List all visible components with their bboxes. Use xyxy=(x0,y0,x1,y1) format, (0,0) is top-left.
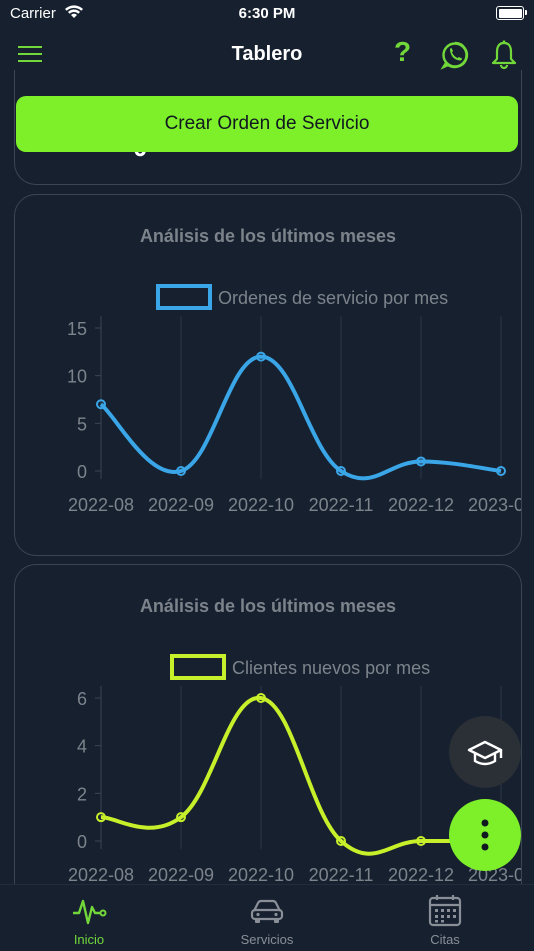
x-tick-label: 2022-08 xyxy=(68,495,134,515)
orders-line-chart: Análisis de los últimos meses Ordenes de … xyxy=(67,226,521,515)
y-tick-label: 0 xyxy=(77,832,87,852)
calendar-icon xyxy=(428,895,462,927)
whatsapp-icon[interactable] xyxy=(440,40,470,70)
status-bar: Carrier 6:30 PM xyxy=(0,0,534,28)
x-tick-label: 2022-10 xyxy=(228,865,294,885)
y-tick-label: 0 xyxy=(77,462,87,482)
data-point xyxy=(256,693,266,703)
create-service-order-button[interactable]: Crear Orden de Servicio xyxy=(16,96,518,152)
chart-title: Análisis de los últimos meses xyxy=(140,596,396,616)
data-point xyxy=(416,836,426,846)
clients-chart-card: Análisis de los últimos meses Clientes nu… xyxy=(14,564,522,926)
tutorial-button[interactable] xyxy=(449,716,521,788)
bell-icon[interactable] xyxy=(490,40,518,70)
y-tick-label: 6 xyxy=(77,689,87,709)
y-tick-label: 4 xyxy=(77,737,87,757)
y-tick-label: 10 xyxy=(67,367,87,387)
y-tick-label: 2 xyxy=(77,784,87,804)
tab-citas[interactable]: Citas xyxy=(356,885,534,951)
tab-inicio[interactable]: Inicio xyxy=(0,885,178,951)
x-tick-label: 2022-12 xyxy=(388,495,454,515)
x-tick-label: 2022-09 xyxy=(148,495,214,515)
graduation-cap-icon xyxy=(467,740,503,766)
carrier-label: Carrier xyxy=(10,5,56,22)
legend-swatch xyxy=(156,284,212,310)
x-tick-label: 2023-01 xyxy=(468,495,521,515)
y-tick-label: 15 xyxy=(67,319,87,339)
tab-label: Citas xyxy=(430,932,460,947)
chart-title: Análisis de los últimos meses xyxy=(140,226,396,246)
x-tick-label: 2022-10 xyxy=(228,495,294,515)
menu-icon[interactable] xyxy=(18,45,42,63)
series-line xyxy=(99,354,502,481)
heartbeat-icon xyxy=(73,899,107,925)
data-point xyxy=(176,466,186,476)
y-tick-label: 5 xyxy=(77,414,87,434)
app-header: Tablero ? xyxy=(0,28,534,84)
data-point xyxy=(96,812,106,823)
data-point xyxy=(336,466,346,476)
legend-label: Ordenes de servicio por mes xyxy=(218,288,448,308)
data-point xyxy=(416,456,426,467)
tab-label: Inicio xyxy=(73,932,105,947)
x-tick-label: 2022-08 xyxy=(68,865,134,885)
x-tick-label: 2022-09 xyxy=(148,865,214,885)
data-point xyxy=(176,812,186,823)
page-title: Tablero xyxy=(231,43,303,65)
data-point xyxy=(96,399,106,410)
more-options-button[interactable] xyxy=(449,799,521,871)
x-tick-label: 2022-11 xyxy=(309,865,374,885)
data-point xyxy=(256,351,266,362)
more-vertical-icon xyxy=(481,819,489,851)
bottom-tab-bar: Inicio Servicios Citas xyxy=(0,884,534,951)
wifi-icon xyxy=(65,5,83,18)
legend-swatch xyxy=(170,654,226,680)
clients-line-chart: Análisis de los últimos meses Clientes nu… xyxy=(68,596,521,885)
series-line xyxy=(100,695,501,856)
clock-time: 6:30 PM xyxy=(238,5,296,22)
tab-label: Servicios xyxy=(240,932,294,947)
help-icon[interactable]: ? xyxy=(394,36,412,67)
orders-chart-card: Análisis de los últimos meses Ordenes de … xyxy=(14,194,522,556)
battery-icon xyxy=(496,6,527,20)
x-tick-label: 2022-12 xyxy=(388,865,454,885)
x-tick-label: 2022-11 xyxy=(309,495,374,515)
car-icon xyxy=(250,899,284,923)
data-point xyxy=(496,466,506,476)
legend-label: Clientes nuevos por mes xyxy=(232,658,430,678)
data-point xyxy=(336,836,346,846)
tab-servicios[interactable]: Servicios xyxy=(178,885,356,951)
